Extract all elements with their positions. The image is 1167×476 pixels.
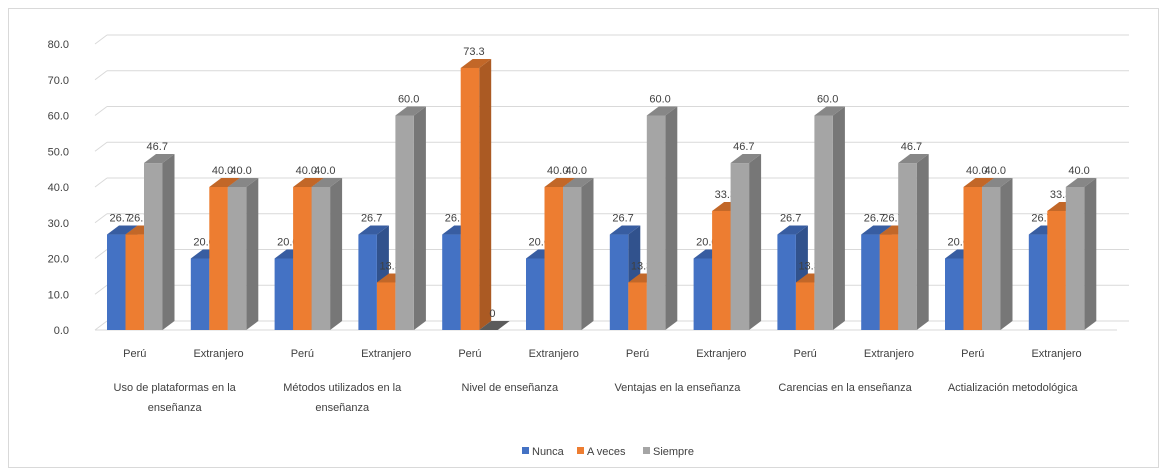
- y-tick-label: 70.0: [48, 75, 69, 87]
- gridline-side: [94, 284, 108, 295]
- category-label: Perú: [961, 348, 984, 360]
- gridline-side: [94, 320, 108, 331]
- category-label: Extranjero: [696, 348, 746, 360]
- y-tick-label: 40.0: [48, 182, 69, 194]
- data-label: 40.0: [212, 165, 233, 177]
- category-label: Perú: [794, 348, 817, 360]
- data-label: 26.7: [864, 213, 885, 225]
- group-label: enseñanza: [148, 402, 203, 414]
- data-label: 40.0: [1068, 165, 1089, 177]
- group-label: Nivel de enseñanza: [462, 382, 560, 394]
- bar-siempre: [395, 106, 426, 330]
- data-label: 40.0: [296, 165, 317, 177]
- data-label: 26.7: [110, 213, 131, 225]
- data-label: 40.0: [966, 165, 987, 177]
- data-label: 60.0: [649, 94, 670, 106]
- data-label: 60.0: [817, 94, 838, 106]
- group-label: Actialización metodológica: [948, 382, 1079, 394]
- gridline-side: [94, 249, 108, 259]
- category-label: Perú: [458, 348, 481, 360]
- bar-siempre: [227, 178, 259, 330]
- legend-swatch: [643, 447, 650, 454]
- bar-siempre: [814, 106, 845, 330]
- data-label: 40.0: [547, 165, 568, 177]
- category-label: Extranjero: [1031, 348, 1081, 360]
- bar-siempre: [311, 178, 343, 330]
- y-tick-label: 60.0: [48, 111, 69, 123]
- legend-label: Nunca: [532, 446, 565, 458]
- legend-swatch: [522, 447, 529, 454]
- y-tick-label: 30.0: [48, 218, 69, 230]
- legend-swatch: [577, 447, 584, 454]
- bar-a-veces: [460, 58, 492, 330]
- y-tick-label: 10.0: [48, 289, 69, 301]
- bar-siempre: [563, 178, 594, 330]
- data-label: 40.0: [230, 165, 251, 177]
- bar-chart: 0.0 10.0 20.0 30.0 40.0 50.0 60.0 70.0 80.0 26.7 2…: [48, 34, 1129, 458]
- chart-area: 0.0 10.0 20.0 30.0 40.0 50.0 60.0 70.0 80.0 26.7 2…: [8, 8, 1159, 468]
- category-label: Extranjero: [193, 348, 243, 360]
- bar-siempre: [730, 154, 762, 330]
- y-tick-label: 20.0: [48, 254, 69, 266]
- category-label: Perú: [291, 348, 314, 360]
- group-label: enseñanza: [315, 402, 370, 414]
- gridline-side: [94, 70, 108, 81]
- category-label: Extranjero: [361, 348, 411, 360]
- gridline-side: [94, 106, 108, 116]
- y-tick-label: 50.0: [48, 146, 69, 158]
- data-label: 46.7: [733, 141, 754, 153]
- category-label: Extranjero: [864, 348, 914, 360]
- group-label: Carencias en la enseñanza: [778, 382, 912, 394]
- legend-label: Siempre: [653, 446, 694, 458]
- group-label: Ventajas en la enseñanza: [614, 382, 741, 394]
- data-label: 26.7: [612, 213, 633, 225]
- bar-siempre: [144, 154, 175, 330]
- data-label: 40.0: [985, 165, 1006, 177]
- bar-siempre: [1065, 178, 1097, 330]
- gridline-side: [94, 177, 108, 188]
- gridline-side: [94, 141, 108, 152]
- bar-siempre: [479, 321, 510, 330]
- bar-siempre: [646, 106, 678, 330]
- category-label: Extranjero: [529, 348, 579, 360]
- data-label: 40.0: [566, 165, 587, 177]
- group-label: Uso de plataformas en la: [114, 382, 237, 394]
- data-label: 73.3: [463, 46, 484, 58]
- data-label: 0: [489, 308, 495, 320]
- y-tick-label: 80.0: [48, 39, 69, 51]
- gridline-side: [94, 213, 108, 224]
- y-tick-label: 0.0: [54, 325, 69, 337]
- bar-siempre: [898, 154, 929, 330]
- data-label: 60.0: [398, 94, 419, 106]
- gridline-side: [94, 34, 108, 45]
- legend-label: A veces: [587, 446, 626, 458]
- data-label: 26.7: [361, 213, 382, 225]
- group-label: Métodos utilizados en la: [283, 382, 402, 394]
- category-label: Perú: [123, 348, 146, 360]
- bar-siempre: [982, 178, 1013, 330]
- data-label: 26.7: [780, 213, 801, 225]
- data-label: 46.7: [901, 141, 922, 153]
- category-label: Perú: [626, 348, 649, 360]
- data-label: 40.0: [314, 165, 335, 177]
- data-label: 46.7: [147, 141, 168, 153]
